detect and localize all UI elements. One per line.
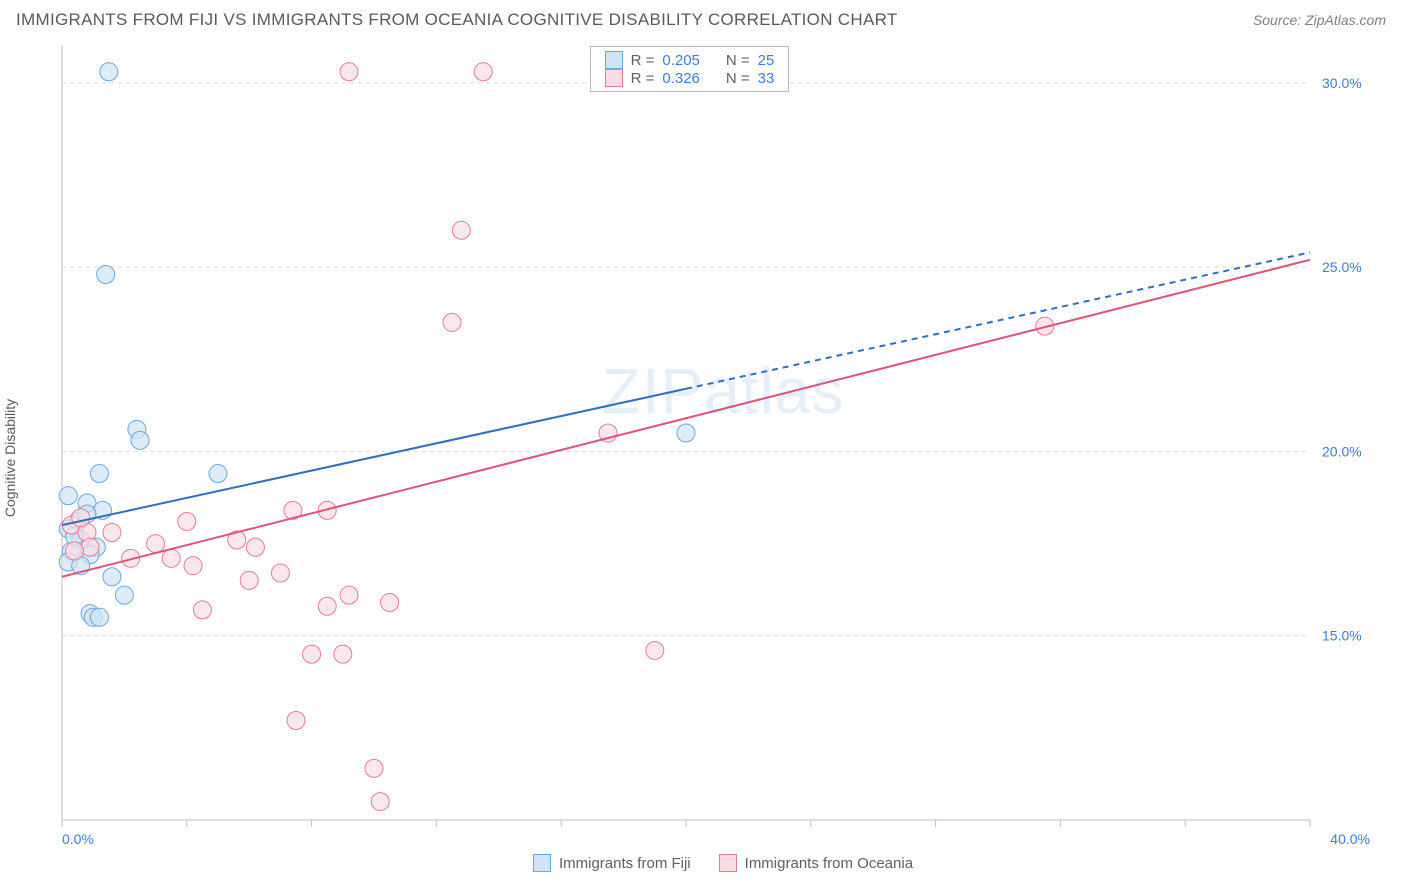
stat-r-label: R = — [631, 52, 655, 69]
legend-item: Immigrants from Oceania — [719, 854, 913, 872]
stat-n-label: N = — [726, 52, 750, 69]
svg-text:0.0%: 0.0% — [62, 831, 94, 847]
source-label: Source: ZipAtlas.com — [1253, 12, 1386, 28]
stat-n-value: 25 — [758, 52, 775, 69]
stat-row: R = 0.326 N = 33 — [605, 69, 775, 87]
svg-text:40.0%: 40.0% — [1330, 831, 1370, 847]
legend-label: Immigrants from Fiji — [559, 855, 691, 872]
legend-swatch — [533, 854, 551, 872]
svg-text:20.0%: 20.0% — [1322, 443, 1362, 459]
stat-r-value: 0.205 — [662, 52, 700, 69]
plot-area: 15.0%20.0%25.0%30.0%0.0%40.0% ZIPatlas R… — [56, 40, 1390, 876]
svg-text:25.0%: 25.0% — [1322, 259, 1362, 275]
legend-stats-box: R = 0.205 N = 25 R = 0.326 N = 33 — [590, 46, 790, 92]
legend-label: Immigrants from Oceania — [745, 855, 913, 872]
stat-r-label: R = — [631, 70, 655, 87]
legend-series: Immigrants from Fiji Immigrants from Ocea… — [533, 854, 913, 872]
header: IMMIGRANTS FROM FIJI VS IMMIGRANTS FROM … — [0, 0, 1406, 34]
scatter-svg: 15.0% 20.0% 25.0% 30.0% 0.0% 40.0% — [56, 40, 1390, 876]
svg-text:15.0%: 15.0% — [1322, 628, 1362, 644]
legend-item: Immigrants from Fiji — [533, 854, 691, 872]
stat-swatch — [605, 51, 623, 69]
y-axis-label: Cognitive Disability — [2, 399, 18, 517]
chart-area: Cognitive Disability 15.0%20.0%25.0%30.0… — [16, 40, 1390, 876]
svg-text:30.0%: 30.0% — [1322, 75, 1362, 91]
stat-row: R = 0.205 N = 25 — [605, 51, 775, 69]
stat-swatch — [605, 69, 623, 87]
stat-r-value: 0.326 — [662, 70, 700, 87]
stat-n-value: 33 — [758, 70, 775, 87]
legend-swatch — [719, 854, 737, 872]
chart-title: IMMIGRANTS FROM FIJI VS IMMIGRANTS FROM … — [16, 10, 898, 30]
stat-n-label: N = — [726, 70, 750, 87]
